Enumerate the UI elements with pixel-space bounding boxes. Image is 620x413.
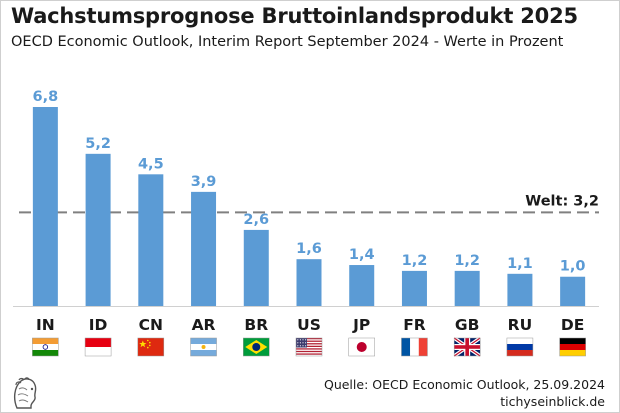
category-label: GB bbox=[455, 316, 480, 334]
category-label: BR bbox=[244, 316, 268, 334]
bar-id bbox=[85, 153, 111, 306]
value-label: 1,2 bbox=[402, 253, 428, 269]
bar-ru bbox=[507, 273, 533, 306]
publisher-logo-icon bbox=[13, 377, 37, 409]
value-label: 6,8 bbox=[33, 89, 59, 105]
flag-usa-icon bbox=[295, 337, 323, 357]
flag-japan-icon bbox=[348, 337, 375, 357]
value-label: 1,4 bbox=[349, 247, 375, 263]
value-label: 1,6 bbox=[296, 241, 322, 257]
flag-russia-icon bbox=[506, 337, 534, 357]
category-label: IN bbox=[36, 316, 55, 334]
flag-uk-icon bbox=[453, 336, 482, 358]
value-label: 1,2 bbox=[454, 253, 480, 269]
category-label: JP bbox=[352, 316, 370, 334]
flag-germany-icon bbox=[559, 337, 586, 357]
value-label: 3,9 bbox=[191, 174, 217, 190]
category-label: CN bbox=[139, 316, 163, 334]
value-label: 1,0 bbox=[560, 259, 586, 275]
bar-us bbox=[296, 259, 322, 306]
bar-jp bbox=[349, 265, 375, 306]
bar-in bbox=[32, 107, 58, 306]
category-label: FR bbox=[403, 316, 426, 334]
chart-title: Wachstumsprognose Bruttoinlandsprodukt 2… bbox=[11, 4, 578, 28]
category-label: RU bbox=[508, 316, 533, 334]
category-label: AR bbox=[192, 316, 216, 334]
bar-gb bbox=[454, 270, 480, 306]
category-label: ID bbox=[89, 316, 108, 334]
flag-indonesia-icon bbox=[84, 337, 112, 357]
flag-france-icon bbox=[401, 337, 428, 357]
category-label: DE bbox=[561, 316, 584, 334]
value-label: 4,5 bbox=[138, 156, 164, 172]
flag-argentina-icon bbox=[190, 337, 217, 357]
bar-br bbox=[243, 229, 269, 306]
flag-china-icon bbox=[137, 337, 165, 357]
bar-de bbox=[560, 276, 586, 306]
value-label: 5,2 bbox=[85, 136, 111, 152]
category-label: US bbox=[297, 316, 321, 334]
bar-cn bbox=[138, 174, 164, 306]
chart-subtitle: OECD Economic Outlook, Interim Report Se… bbox=[11, 34, 564, 50]
value-label: 1,1 bbox=[507, 256, 533, 272]
flag-brazil-icon bbox=[243, 337, 270, 357]
bar-fr bbox=[401, 270, 427, 306]
flag-india-icon bbox=[32, 337, 59, 357]
source-note: Quelle: OECD Economic Outlook, 25.09.202… bbox=[323, 377, 605, 392]
publisher-name: tichyseinblick.de bbox=[500, 394, 605, 409]
bar-ar bbox=[191, 191, 217, 306]
world-reference-label: Welt: 3,2 bbox=[525, 193, 599, 209]
value-label: 2,6 bbox=[243, 212, 269, 228]
